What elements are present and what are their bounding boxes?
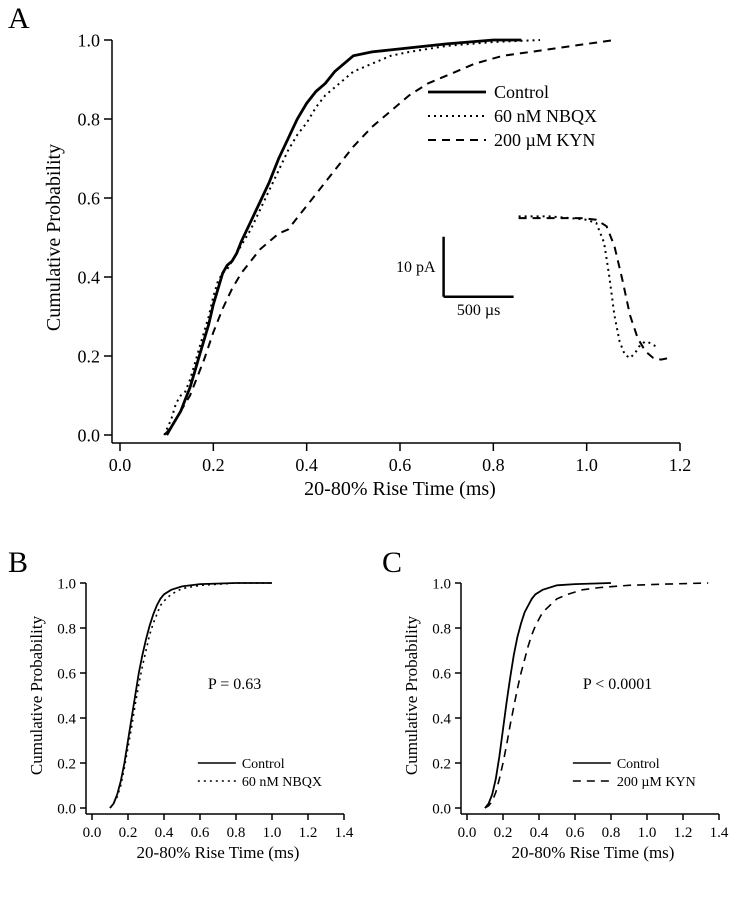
legend-entry: Control bbox=[242, 757, 285, 772]
p-value: P < 0.0001 bbox=[583, 676, 652, 693]
svg-text:0.4: 0.4 bbox=[155, 825, 174, 841]
panel-b-chart: 0.0 0.2 0.4 0.6 0.8 1.0 1.2 1.4 0.0 0.2 0.4 0.6 0.8 1… bbox=[20, 565, 365, 895]
svg-text:0.6: 0.6 bbox=[57, 666, 76, 682]
inset-KYN-trace bbox=[519, 218, 669, 360]
x-axis-title: 20-80% Rise Time (ms) bbox=[512, 843, 675, 862]
svg-text:1.0: 1.0 bbox=[263, 825, 282, 841]
panel-a-chart: 0.0 0.2 0.4 0.6 0.8 1.0 1.2 0.0 0.2 0.4 0.6 0.8 1.0 2… bbox=[40, 10, 740, 530]
svg-text:0.4: 0.4 bbox=[295, 455, 318, 475]
y-axis-title: Cumulative Probability bbox=[27, 615, 46, 775]
p-value: P = 0.63 bbox=[208, 676, 261, 693]
series-Control bbox=[485, 583, 611, 808]
svg-text:0.8: 0.8 bbox=[57, 621, 76, 637]
series-Control bbox=[167, 40, 522, 435]
svg-text:1.2: 1.2 bbox=[674, 825, 693, 841]
svg-text:0.6: 0.6 bbox=[191, 825, 210, 841]
svg-text:0.6: 0.6 bbox=[389, 455, 412, 475]
svg-text:0.8: 0.8 bbox=[602, 825, 621, 841]
svg-text:1.0: 1.0 bbox=[432, 576, 451, 592]
scalebar-x: 500 µs bbox=[457, 302, 500, 319]
svg-text:0.0: 0.0 bbox=[109, 455, 132, 475]
panel-a-label: A bbox=[8, 2, 30, 36]
svg-text:0.2: 0.2 bbox=[57, 756, 76, 772]
legend-entry: Control bbox=[494, 82, 549, 102]
svg-text:0.6: 0.6 bbox=[432, 666, 451, 682]
figure: A B C 0.00.20.40.60.81.01.20.00.20.40.60… bbox=[0, 0, 748, 899]
svg-text:0.8: 0.8 bbox=[227, 825, 246, 841]
panel-c-chart: 0.0 0.2 0.4 0.6 0.8 1.0 1.2 1.4 0.0 0.2 0.4 0.6 0.8 1… bbox=[395, 565, 740, 895]
svg-text:0.4: 0.4 bbox=[530, 825, 549, 841]
svg-text:0.2: 0.2 bbox=[119, 825, 138, 841]
x-axis-title: 20-80% Rise Time (ms) bbox=[137, 843, 300, 862]
svg-text:0.4: 0.4 bbox=[78, 267, 101, 287]
legend-entry: 200 µM KYN bbox=[494, 130, 595, 150]
svg-text:1.4: 1.4 bbox=[335, 825, 354, 841]
inset-NBQX-trace bbox=[519, 216, 656, 358]
svg-text:0.4: 0.4 bbox=[432, 711, 451, 727]
svg-text:1.0: 1.0 bbox=[57, 576, 76, 592]
svg-text:0.8: 0.8 bbox=[482, 455, 505, 475]
x-axis-title: 20-80% Rise Time (ms) bbox=[304, 478, 496, 500]
svg-text:0.2: 0.2 bbox=[432, 756, 451, 772]
svg-text:1.4: 1.4 bbox=[710, 825, 729, 841]
svg-text:1.2: 1.2 bbox=[299, 825, 318, 841]
svg-text:1.2: 1.2 bbox=[669, 455, 692, 475]
scalebar-y: 10 pA bbox=[396, 259, 436, 276]
svg-text:0.0: 0.0 bbox=[78, 425, 101, 445]
svg-text:0.6: 0.6 bbox=[566, 825, 585, 841]
y-axis-title: Cumulative Probability bbox=[43, 144, 65, 331]
legend-entry: 200 µM KYN bbox=[617, 775, 696, 790]
svg-text:0.8: 0.8 bbox=[78, 109, 101, 129]
svg-text:0.6: 0.6 bbox=[78, 188, 101, 208]
svg-text:1.0: 1.0 bbox=[575, 455, 598, 475]
svg-text:0.0: 0.0 bbox=[458, 825, 477, 841]
svg-text:0.0: 0.0 bbox=[432, 801, 451, 817]
svg-text:0.2: 0.2 bbox=[202, 455, 225, 475]
svg-text:0.0: 0.0 bbox=[57, 801, 76, 817]
y-axis-title: Cumulative Probability bbox=[402, 615, 421, 775]
series-60 nM NBQX bbox=[164, 40, 540, 435]
svg-text:1.0: 1.0 bbox=[638, 825, 657, 841]
svg-text:0.0: 0.0 bbox=[83, 825, 102, 841]
legend-entry: 60 nM NBQX bbox=[494, 106, 597, 126]
legend-entry: 60 nM NBQX bbox=[242, 775, 322, 790]
svg-text:1.0: 1.0 bbox=[78, 30, 101, 50]
svg-text:0.2: 0.2 bbox=[494, 825, 513, 841]
svg-text:0.8: 0.8 bbox=[432, 621, 451, 637]
legend-entry: Control bbox=[617, 757, 660, 772]
svg-text:0.2: 0.2 bbox=[78, 346, 101, 366]
svg-text:0.4: 0.4 bbox=[57, 711, 76, 727]
